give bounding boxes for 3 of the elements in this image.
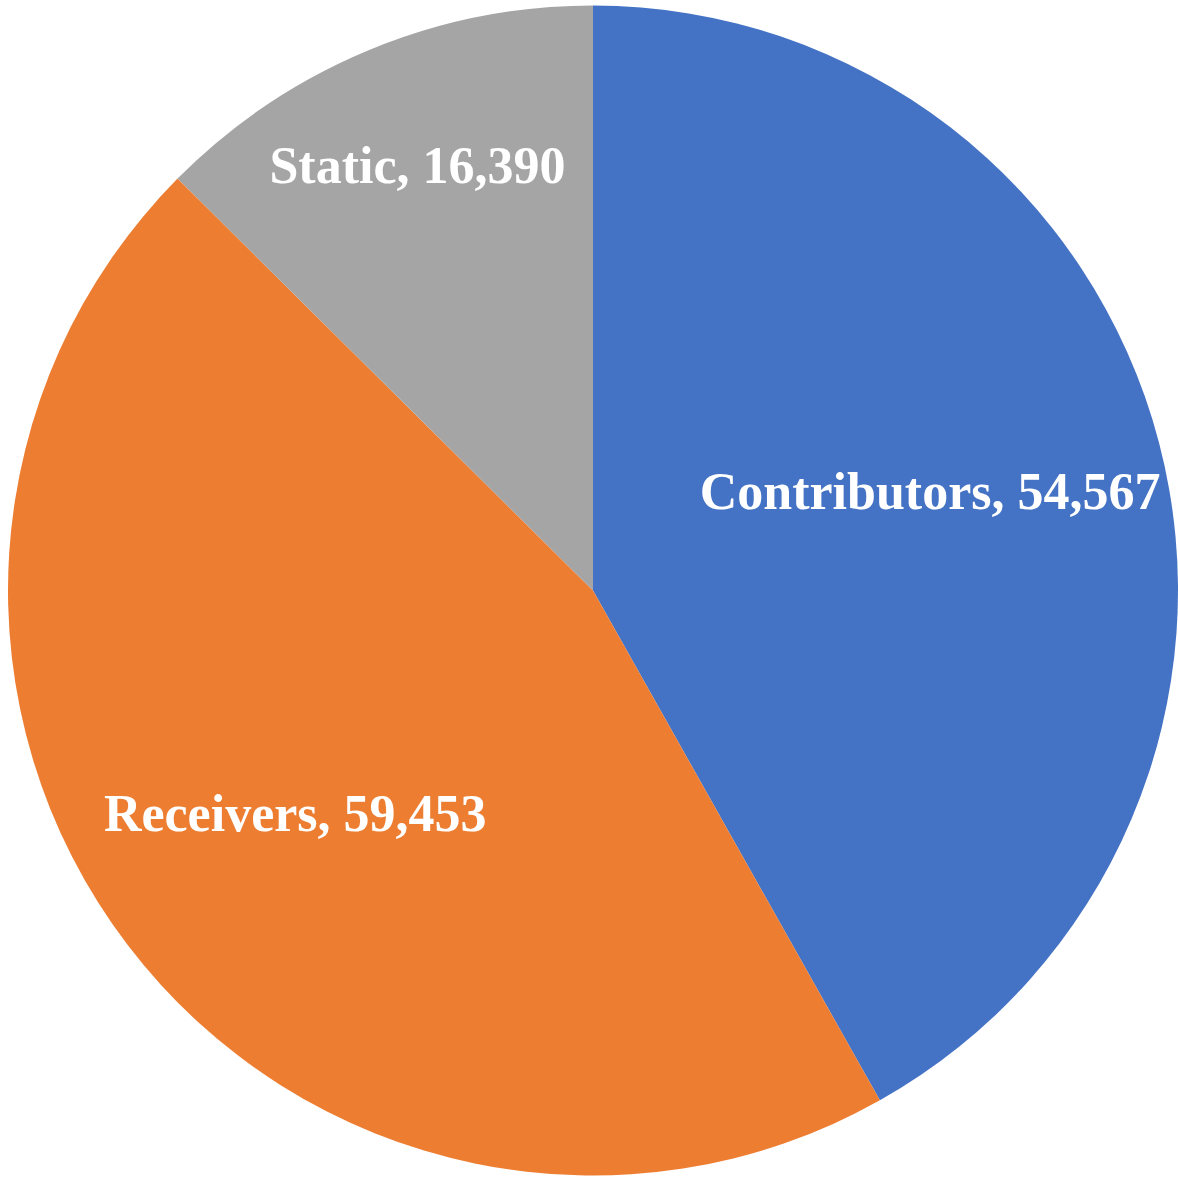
slice-label: Contributors, 54,567	[699, 463, 1161, 521]
slice-label: Receivers, 59,453	[103, 784, 487, 842]
slice-label: Static, 16,390	[269, 136, 566, 194]
